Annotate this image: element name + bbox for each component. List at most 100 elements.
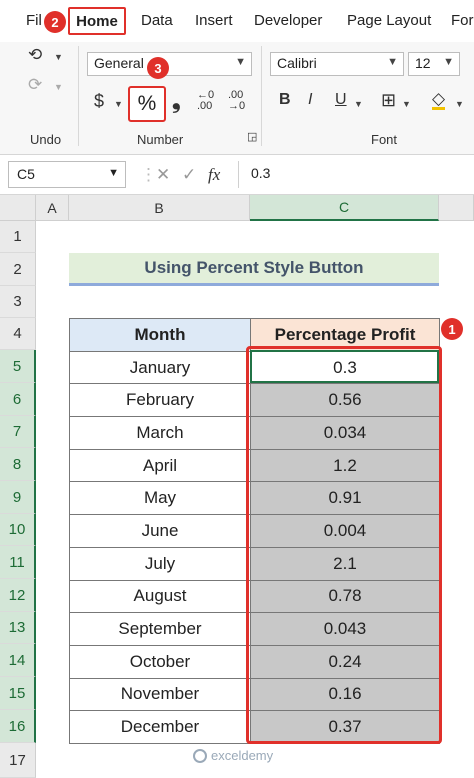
profit-cell[interactable]: 0.56: [250, 383, 440, 418]
redo-dropdown-icon[interactable]: ▼: [54, 82, 63, 92]
watermark-text: exceldemy: [211, 748, 274, 763]
row-header-2[interactable]: 2: [0, 253, 36, 286]
tab-formulas[interactable]: For: [451, 12, 474, 29]
font-name-dropdown[interactable]: Calibri ▼: [270, 52, 404, 76]
tab-home[interactable]: Home: [68, 7, 126, 35]
month-cell[interactable]: June: [69, 514, 251, 548]
month-cell[interactable]: March: [69, 416, 251, 450]
undo-dropdown-icon[interactable]: ▼: [54, 52, 63, 62]
group-divider: [261, 46, 262, 146]
month-cell[interactable]: December: [69, 710, 251, 744]
underline-dropdown-icon[interactable]: ▼: [354, 99, 363, 109]
borders-icon[interactable]: ⊞: [381, 90, 397, 110]
insert-function-button[interactable]: fx: [208, 165, 221, 184]
ribbon-tab-bar: Fil Home Data Insert Developer Page Layo…: [0, 0, 474, 42]
column-header-d[interactable]: [439, 195, 474, 221]
month-cell[interactable]: May: [69, 481, 251, 516]
table-row: June 0.004: [69, 514, 440, 548]
select-all-corner[interactable]: [0, 195, 36, 221]
profit-cell[interactable]: 0.004: [250, 514, 440, 548]
row-header-15[interactable]: 15: [0, 677, 36, 710]
column-header-b[interactable]: B: [69, 195, 250, 221]
table-row: January 0.3: [69, 350, 440, 385]
step-marker-1: 1: [441, 318, 463, 340]
month-cell[interactable]: September: [69, 612, 251, 646]
decrease-decimal-icon[interactable]: .00 →0: [228, 89, 246, 112]
profit-cell[interactable]: 0.24: [250, 644, 440, 679]
font-size-value: 12: [415, 55, 431, 71]
cancel-icon[interactable]: ✕: [156, 165, 171, 184]
row-header-5[interactable]: 5: [0, 350, 36, 383]
table-row: November 0.16: [69, 677, 440, 712]
increase-decimal-icon[interactable]: ←0.00: [197, 89, 215, 112]
currency-button[interactable]: $: [94, 91, 105, 111]
undo-group-label: Undo: [30, 132, 62, 147]
table-row: February 0.56: [69, 383, 440, 418]
row-header-3[interactable]: 3: [0, 286, 36, 318]
tab-data[interactable]: Data: [141, 12, 173, 29]
row-header-9[interactable]: 9: [0, 481, 36, 514]
profit-cell[interactable]: 2.1: [250, 546, 440, 581]
month-cell[interactable]: August: [69, 579, 251, 614]
column-header-a[interactable]: A: [36, 195, 69, 221]
comma-style-button[interactable]: ❟: [172, 88, 181, 113]
font-group-label: Font: [371, 132, 398, 147]
row-header-13[interactable]: 13: [0, 612, 36, 644]
font-size-dropdown[interactable]: 12 ▼: [408, 52, 460, 76]
month-cell[interactable]: February: [69, 383, 251, 418]
redo-icon[interactable]: ⟳: [28, 75, 43, 94]
month-cell[interactable]: July: [69, 546, 251, 581]
row-header-10[interactable]: 10: [0, 514, 36, 546]
profit-cell[interactable]: 0.37: [250, 710, 440, 744]
header-percentage-profit[interactable]: Percentage Profit: [250, 318, 440, 352]
profit-cell[interactable]: 1.2: [250, 448, 440, 483]
tab-page-layout[interactable]: Page Layout: [347, 12, 432, 29]
column-header-c[interactable]: C: [250, 195, 439, 221]
month-cell[interactable]: April: [69, 448, 251, 483]
row-header-11[interactable]: 11: [0, 546, 36, 579]
tab-insert[interactable]: Insert: [195, 12, 233, 29]
profit-cell[interactable]: 0.78: [250, 579, 440, 614]
percent-style-button[interactable]: %: [128, 86, 166, 122]
table-row: October 0.24: [69, 644, 440, 679]
row-header-17[interactable]: 17: [0, 743, 36, 778]
row-header-14[interactable]: 14: [0, 644, 36, 677]
borders-dropdown-icon[interactable]: ▼: [402, 99, 411, 109]
name-box[interactable]: C5 ▼: [8, 161, 126, 188]
row-header-8[interactable]: 8: [0, 448, 36, 481]
row-header-16[interactable]: 16: [0, 710, 36, 743]
bold-button[interactable]: B: [279, 91, 291, 108]
profit-cell[interactable]: 0.16: [250, 677, 440, 712]
fill-color-icon[interactable]: ◇: [432, 89, 446, 110]
profit-cell[interactable]: 0.043: [250, 612, 440, 646]
table-header-row: Month Percentage Profit: [69, 318, 440, 352]
row-header-4[interactable]: 4: [0, 318, 36, 350]
month-cell[interactable]: October: [69, 644, 251, 679]
font-name-value: Calibri: [277, 55, 317, 71]
fill-color-dropdown-icon[interactable]: ▼: [455, 99, 464, 109]
formula-input[interactable]: 0.3: [238, 161, 474, 188]
enter-icon[interactable]: ✓: [182, 165, 197, 184]
row-header-12[interactable]: 12: [0, 579, 36, 612]
sheet-title[interactable]: Using Percent Style Button: [69, 253, 439, 286]
underline-button[interactable]: U: [335, 91, 347, 108]
number-format-value: General: [94, 55, 144, 71]
italic-button[interactable]: I: [308, 91, 313, 108]
tab-developer[interactable]: Developer: [254, 12, 323, 29]
header-month[interactable]: Month: [69, 318, 251, 352]
undo-icon[interactable]: ⟲: [28, 45, 43, 64]
dialog-launcher-icon[interactable]: ◲: [247, 131, 258, 143]
table-row: April 1.2: [69, 448, 440, 483]
profit-cell[interactable]: 0.034: [250, 416, 440, 450]
number-format-dropdown[interactable]: General ▼: [87, 52, 252, 76]
currency-dropdown-icon[interactable]: ▼: [114, 99, 123, 109]
month-cell[interactable]: January: [69, 350, 251, 385]
month-cell[interactable]: November: [69, 677, 251, 712]
row-header-1[interactable]: 1: [0, 221, 36, 253]
tab-file[interactable]: Fil: [26, 12, 42, 29]
profit-cell[interactable]: 0.91: [250, 481, 440, 516]
table-row: August 0.78: [69, 579, 440, 614]
row-header-7[interactable]: 7: [0, 416, 36, 448]
watermark: exceldemy: [193, 748, 273, 763]
row-header-6[interactable]: 6: [0, 383, 36, 416]
